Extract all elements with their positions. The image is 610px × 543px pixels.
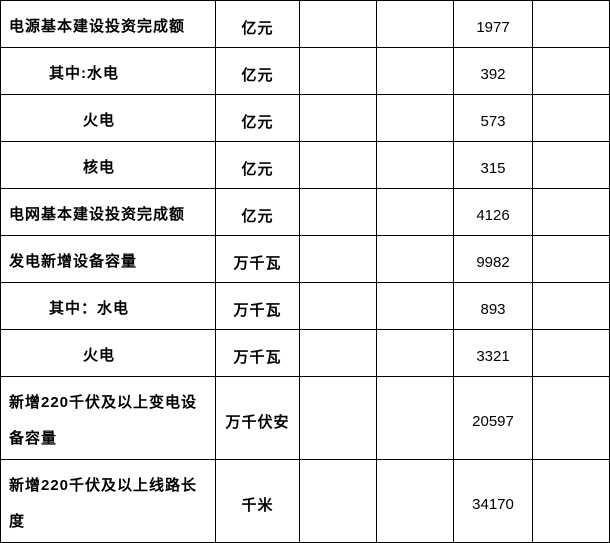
item-cell: 电源基本建设投资完成额 [0, 0, 216, 48]
unit-cell: 亿元 [215, 0, 300, 48]
value-cell: 3321 [453, 329, 533, 377]
table-row: 其中：水电 万千瓦 893 [0, 282, 610, 330]
value-cell: 9982 [453, 235, 533, 283]
blank-cell-1 [299, 282, 377, 330]
value-cell: 1977 [453, 0, 533, 48]
table-row: 火电 亿元 573 [0, 94, 610, 142]
table-row: 电网基本建设投资完成额 亿元 4126 [0, 188, 610, 236]
value-cell: 573 [453, 94, 533, 142]
table-row: 发电新增设备容量 万千瓦 9982 [0, 235, 610, 283]
blank-cell-2 [376, 188, 454, 236]
value-cell: 20597 [453, 376, 533, 460]
unit-cell: 千米 [215, 459, 300, 543]
blank-cell-1 [299, 47, 377, 95]
item-cell: 火电 [0, 329, 216, 377]
unit-cell: 亿元 [215, 47, 300, 95]
blank-cell-2 [376, 329, 454, 377]
blank-cell-3 [532, 0, 610, 48]
table-row: 新增220千伏及以上线路长度 千米 34170 [0, 459, 610, 543]
table-row: 核电 亿元 315 [0, 141, 610, 189]
item-cell: 其中:水电 [0, 47, 216, 95]
unit-cell: 亿元 [215, 188, 300, 236]
blank-cell-1 [299, 235, 377, 283]
blank-cell-1 [299, 459, 377, 543]
item-cell: 发电新增设备容量 [0, 235, 216, 283]
item-cell: 新增220千伏及以上线路长度 [0, 459, 216, 543]
blank-cell-3 [532, 235, 610, 283]
blank-cell-2 [376, 376, 454, 460]
blank-cell-2 [376, 459, 454, 543]
blank-cell-1 [299, 0, 377, 48]
item-cell: 电网基本建设投资完成额 [0, 188, 216, 236]
unit-cell: 万千瓦 [215, 235, 300, 283]
unit-cell: 万千伏安 [215, 376, 300, 460]
blank-cell-2 [376, 235, 454, 283]
blank-cell-3 [532, 141, 610, 189]
blank-cell-1 [299, 94, 377, 142]
unit-cell: 亿元 [215, 94, 300, 142]
value-cell: 893 [453, 282, 533, 330]
blank-cell-2 [376, 0, 454, 48]
value-cell: 392 [453, 47, 533, 95]
blank-cell-3 [532, 376, 610, 460]
blank-cell-1 [299, 141, 377, 189]
blank-cell-2 [376, 94, 454, 142]
unit-cell: 亿元 [215, 141, 300, 189]
blank-cell-2 [376, 282, 454, 330]
table-row: 其中:水电 亿元 392 [0, 47, 610, 95]
table-row: 火电 万千瓦 3321 [0, 329, 610, 377]
unit-cell: 万千瓦 [215, 329, 300, 377]
table-row: 新增220千伏及以上变电设备容量 万千伏安 20597 [0, 376, 610, 460]
blank-cell-2 [376, 47, 454, 95]
table-row: 电源基本建设投资完成额 亿元 1977 [0, 0, 610, 48]
blank-cell-1 [299, 376, 377, 460]
blank-cell-3 [532, 94, 610, 142]
item-cell: 火电 [0, 94, 216, 142]
blank-cell-1 [299, 329, 377, 377]
value-cell: 34170 [453, 459, 533, 543]
value-cell: 315 [453, 141, 533, 189]
blank-cell-2 [376, 141, 454, 189]
blank-cell-3 [532, 282, 610, 330]
blank-cell-1 [299, 188, 377, 236]
blank-cell-3 [532, 329, 610, 377]
item-cell: 其中：水电 [0, 282, 216, 330]
item-cell: 新增220千伏及以上变电设备容量 [0, 376, 216, 460]
item-cell: 核电 [0, 141, 216, 189]
blank-cell-3 [532, 459, 610, 543]
unit-cell: 万千瓦 [215, 282, 300, 330]
blank-cell-3 [532, 47, 610, 95]
value-cell: 4126 [453, 188, 533, 236]
blank-cell-3 [532, 188, 610, 236]
